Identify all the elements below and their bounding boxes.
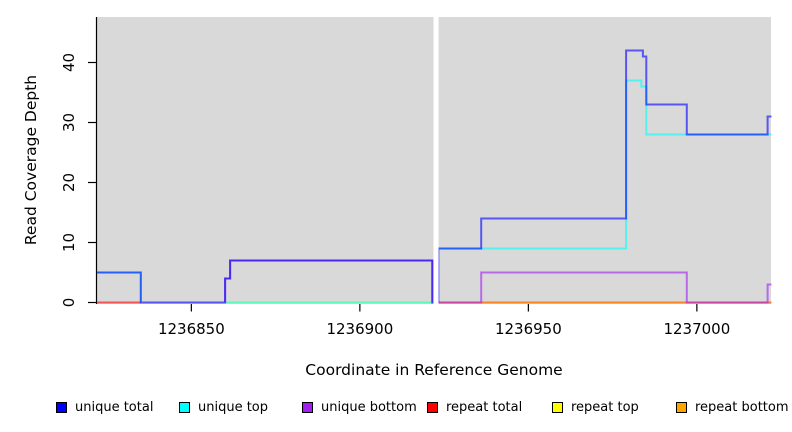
series-line-unique-bottom bbox=[438, 271, 772, 304]
series-line-unique-top bbox=[438, 79, 772, 250]
x-axis-title: Coordinate in Reference Genome bbox=[305, 361, 563, 379]
y-tick-label: 40 bbox=[60, 53, 78, 72]
x-tick-label: 1236850 bbox=[158, 320, 225, 338]
y-tick-label: 10 bbox=[60, 233, 78, 252]
series-line-unique-total bbox=[97, 259, 434, 304]
x-tick-label: 1236950 bbox=[495, 320, 562, 338]
series-line-unique-total bbox=[437, 49, 772, 303]
y-tick-label: 30 bbox=[60, 113, 78, 132]
x-tick-label: 1237000 bbox=[663, 320, 730, 338]
y-tick-label: 20 bbox=[60, 173, 78, 192]
masked-gap-band bbox=[433, 16, 439, 304]
y-axis-title: Read Coverage Depth bbox=[22, 74, 40, 246]
x-tick-label: 1236900 bbox=[326, 320, 393, 338]
y-tick-label: 0 bbox=[60, 298, 78, 308]
series-group bbox=[97, 49, 772, 304]
